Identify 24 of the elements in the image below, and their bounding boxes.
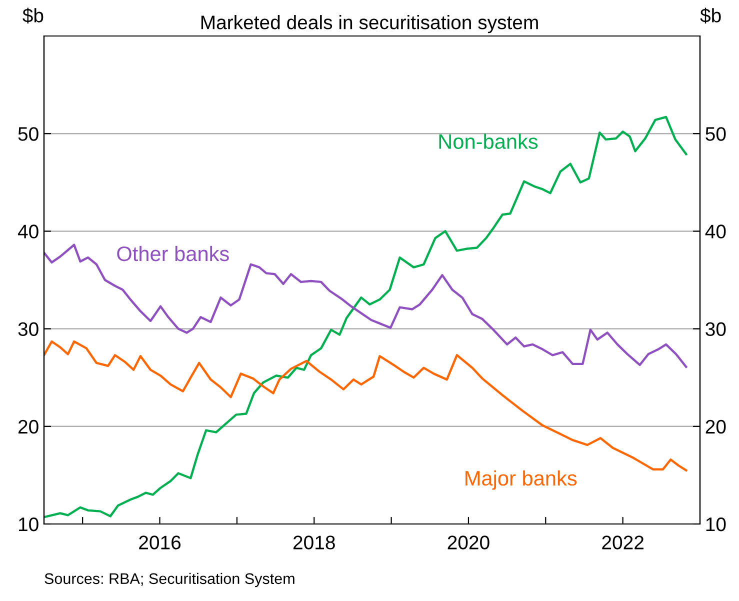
series-label: Other banks: [117, 246, 229, 262]
line-series: [44, 244, 688, 368]
y2-tick-label: 10: [706, 517, 726, 532]
y-axis-title: $b: [22, 8, 44, 24]
y2-tick-label: 20: [706, 420, 726, 434]
x-tick-label: 2018: [293, 536, 335, 550]
line-series: [44, 116, 688, 518]
series-label: Major banks: [466, 470, 577, 490]
series-label: Non-banks: [439, 134, 538, 149]
y-tick-label: 40: [18, 224, 38, 238]
y-tick-label: 50: [18, 127, 38, 141]
y2-axis-title: $b: [700, 8, 721, 24]
y-tick-label: 30: [18, 322, 38, 336]
y-tick-label: 10: [18, 517, 38, 532]
y-tick-label: 20: [18, 420, 38, 434]
y2-tick-label: 50: [706, 127, 726, 141]
x-tick-label: 2022: [602, 536, 644, 550]
x-tick-label: 2020: [448, 536, 490, 550]
y2-tick-label: 30: [706, 322, 726, 336]
y2-tick-label: 40: [705, 224, 726, 238]
source-note: Sources: RBA; Securitisation System: [44, 572, 294, 588]
line-series: [44, 340, 688, 472]
chart-title: Marketed deals in securitisation system: [201, 15, 538, 34]
x-tick-label: 2016: [139, 536, 181, 550]
